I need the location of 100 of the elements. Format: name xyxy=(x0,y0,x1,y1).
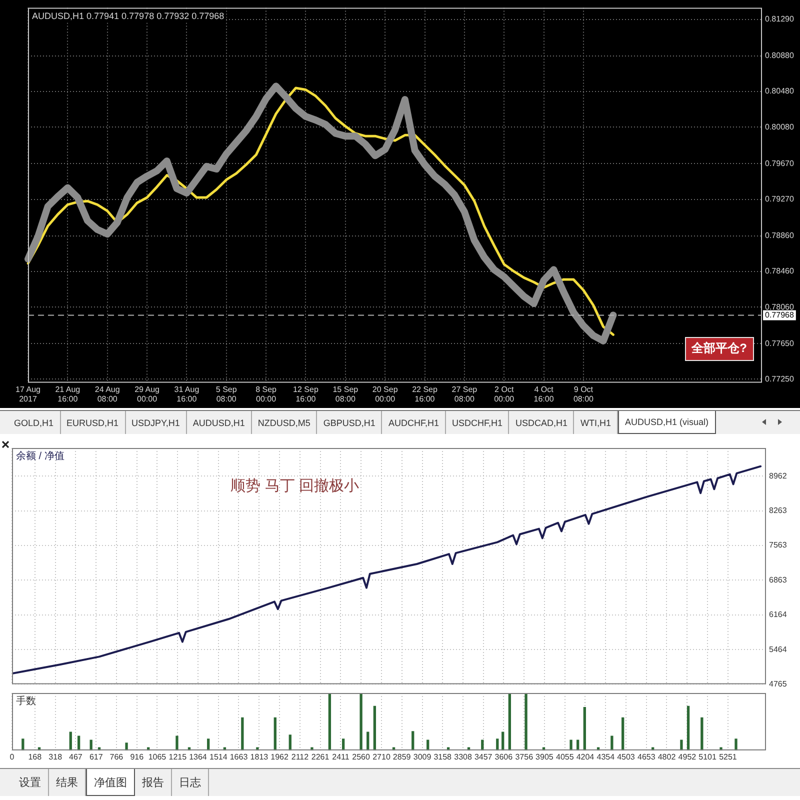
x-tick-label: 766 xyxy=(110,752,124,762)
tab[interactable]: AUDUSD,H1 (visual) xyxy=(618,411,716,434)
tab[interactable]: 净值图 xyxy=(86,769,135,796)
x-tick-label: 4802 xyxy=(658,752,676,762)
ref-line-label: 0.77968 xyxy=(765,310,794,320)
y-tick-label: 7563 xyxy=(769,540,788,550)
x-tick-label: 1364 xyxy=(189,752,208,762)
x-tick-label: 1065 xyxy=(148,752,167,762)
y-tick-label: 0.80080 xyxy=(765,122,794,132)
x-tick-label: 27 Sep 08:00 xyxy=(452,384,478,404)
close-all-button[interactable]: 全部平仓? xyxy=(684,336,754,361)
x-tick-label: 5101 xyxy=(698,752,717,762)
tab[interactable]: AUDCHF,H1 xyxy=(382,411,446,434)
y-tick-label: 8263 xyxy=(769,506,788,516)
y-tick-label: 6164 xyxy=(769,610,788,620)
bar xyxy=(610,736,614,750)
y-tick-label: 0.78460 xyxy=(765,266,794,276)
x-tick-label: 0 xyxy=(10,752,15,762)
y-tick-label: 0.78060 xyxy=(765,302,794,312)
bar xyxy=(622,717,624,750)
x-tick-label: 8 Sep 00:00 xyxy=(256,384,278,404)
x-tick-label: 4 Oct 16:00 xyxy=(534,384,554,404)
x-tick-label: 3457 xyxy=(474,752,493,762)
x-tick-label: 4354 xyxy=(596,752,616,762)
bar xyxy=(583,707,586,750)
x-tick-label: 467 xyxy=(68,752,83,762)
y-tick-label: 6863 xyxy=(769,575,788,584)
x-tick-label: 24 Aug 08:00 xyxy=(94,384,120,404)
x-tick-label: 4503 xyxy=(617,752,636,762)
bar xyxy=(700,717,704,750)
bar xyxy=(686,706,690,750)
chart-title: AUDUSD,H1 0.77941 0.77978 0.77932 0.77968 xyxy=(32,10,224,21)
x-tick-label: 5251 xyxy=(719,752,738,762)
tab[interactable]: USDCHF,H1 xyxy=(446,411,510,434)
tab[interactable]: GBPUSD,H1 xyxy=(317,411,382,434)
tab[interactable]: 报告 xyxy=(135,769,172,796)
x-tick-label: 916 xyxy=(130,752,144,762)
bar xyxy=(734,738,738,750)
y-tick-label: 0.81290 xyxy=(765,14,794,24)
bar xyxy=(680,740,683,750)
x-tick-label: 31 Aug 16:00 xyxy=(174,384,200,404)
text: 余额 / 净值 xyxy=(16,450,64,462)
x-tick-label: 168 xyxy=(28,752,42,762)
bar xyxy=(176,736,178,750)
x-tick-label: 318 xyxy=(48,752,63,762)
x-tick-label: 2 Oct 00:00 xyxy=(494,384,515,404)
x-tick-label: 3308 xyxy=(454,752,472,762)
x-tick-label: 2411 xyxy=(332,752,350,762)
x-tick-label: 3756 xyxy=(515,752,534,762)
x-tick-label: 17 Aug 2017 xyxy=(16,384,40,404)
bar xyxy=(524,693,528,750)
bar xyxy=(366,732,370,750)
bar xyxy=(412,731,414,750)
bar xyxy=(69,732,72,750)
x-tick-label: 1962 xyxy=(270,752,289,762)
x-tick-label: 2112 xyxy=(291,752,310,762)
tab[interactable]: EURUSD,H1 xyxy=(60,411,126,434)
y-tick-label: 4765 xyxy=(769,679,788,688)
y-tick-label: 0.79670 xyxy=(765,158,794,168)
x-tick-label: 9 Oct 08:00 xyxy=(573,384,594,404)
x-tick-label: 3158 xyxy=(434,752,452,762)
bar xyxy=(328,693,332,750)
x-tick-label: 1663 xyxy=(230,752,248,762)
tab[interactable]: GOLD,H1 xyxy=(8,411,61,434)
x-tick-label: 3009 xyxy=(413,752,432,762)
bar xyxy=(373,706,376,750)
y-tick-label: 0.80480 xyxy=(765,86,794,96)
x-tick-label: 3905 xyxy=(536,752,554,762)
tab[interactable]: USDCAD,H1 xyxy=(509,411,574,434)
annotation: 顺势 马丁 回撤极小 xyxy=(230,477,360,494)
y-tick-label: 8962 xyxy=(769,471,788,480)
bar xyxy=(508,693,511,750)
x-tick-label: 2261 xyxy=(311,752,330,762)
y-tick-label: 0.79270 xyxy=(765,194,794,204)
tab[interactable]: 设置 xyxy=(12,769,49,796)
tab[interactable]: 日志 xyxy=(172,769,209,796)
x-tick-label: 22 Sep 16:00 xyxy=(412,384,438,404)
y-tick-label: 5464 xyxy=(769,644,788,654)
bar xyxy=(502,732,504,750)
x-tick-label: 1215 xyxy=(168,752,188,762)
x-tick-label: 1813 xyxy=(250,752,269,762)
x-tick-label: 4204 xyxy=(576,752,595,762)
y-tick-label: 0.77250 xyxy=(765,374,794,384)
x-tick-label: 5 Sep 08:00 xyxy=(216,384,238,404)
x-tick-label: 29 Aug 00:00 xyxy=(134,384,160,404)
tab[interactable]: NZDUSD,M5 xyxy=(252,411,318,434)
x-tick-label: 20 Sep 00:00 xyxy=(372,384,398,404)
x-tick-label: 4952 xyxy=(678,752,697,762)
x-tick-label: 3606 xyxy=(494,752,514,762)
y-tick-label: 0.77650 xyxy=(765,338,794,348)
bar xyxy=(77,736,80,750)
bar xyxy=(570,740,572,750)
x-tick-label: 21 Aug 16:00 xyxy=(55,384,80,404)
y-tick-label: 0.78860 xyxy=(765,231,794,240)
tab[interactable]: USDJPY,H1 xyxy=(126,411,187,434)
x-tick-label: 4653 xyxy=(638,752,656,762)
tab[interactable]: AUDUSD,H1 xyxy=(186,411,252,434)
x-tick-label: 4055 xyxy=(556,752,574,762)
y-axis-title: 手数 xyxy=(16,694,36,707)
x-tick-label: 2859 xyxy=(392,752,412,762)
